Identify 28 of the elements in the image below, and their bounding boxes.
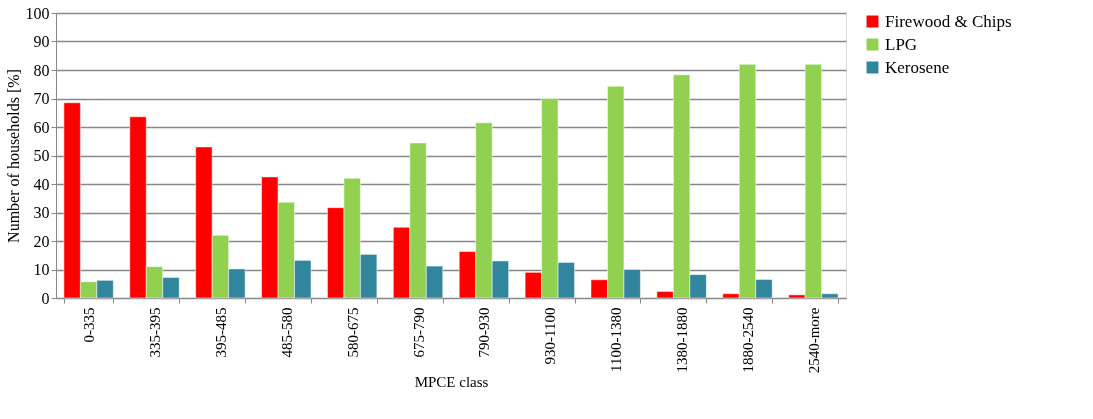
x-tick-label: 580-675 xyxy=(344,307,361,358)
y-tick-label: 30 xyxy=(33,204,50,221)
y-tick-label: 0 xyxy=(41,289,50,307)
x-tick-label: 790-930 xyxy=(476,307,493,358)
y-axis-title: Number of households [%] xyxy=(4,69,22,243)
x-tick-label: 675-790 xyxy=(410,307,427,358)
y-tick-label: 10 xyxy=(33,261,50,278)
x-tick-label: 395-485 xyxy=(212,307,229,358)
x-tick-label: 1380-1880 xyxy=(674,307,691,373)
x-tick-label: 335-395 xyxy=(147,307,163,358)
x-tick-label: 2540-more xyxy=(805,307,822,374)
x-tick-label: 930-1100 xyxy=(542,307,559,365)
x-axis-title: MPCE class xyxy=(414,374,489,391)
legend-label: LPG xyxy=(885,34,918,54)
y-tick-label: 40 xyxy=(33,175,50,193)
y-tick-label: 20 xyxy=(33,232,50,250)
y-tick-label: 100 xyxy=(25,4,50,22)
x-tick-label: 485-580 xyxy=(278,307,295,358)
legend-label: Firewood & Chips xyxy=(885,11,1012,31)
y-tick-label: 60 xyxy=(33,118,50,136)
y-tick-label: 90 xyxy=(33,33,50,50)
x-tick-label: 1100-1380 xyxy=(608,307,625,372)
x-tick-label: 0-335 xyxy=(81,307,98,343)
y-tick-label: 50 xyxy=(33,147,50,164)
x-tick-label: 1880-2540 xyxy=(740,307,756,373)
y-tick-label: 80 xyxy=(33,61,50,79)
y-tick-label: 70 xyxy=(33,90,50,107)
legend-label: Kerosene xyxy=(885,57,950,77)
